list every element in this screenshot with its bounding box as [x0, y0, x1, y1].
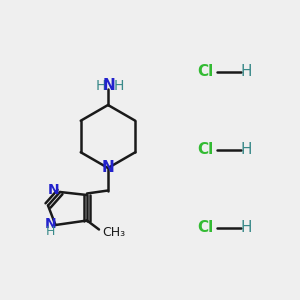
Text: N: N: [44, 217, 56, 230]
Text: N: N: [48, 184, 59, 197]
Text: H: H: [240, 64, 252, 80]
Text: H: H: [45, 225, 55, 238]
Text: Cl: Cl: [197, 220, 214, 236]
Text: H: H: [113, 79, 124, 92]
Text: Cl: Cl: [197, 142, 214, 158]
Text: Cl: Cl: [197, 64, 214, 80]
Text: CH₃: CH₃: [102, 226, 125, 239]
Text: H: H: [95, 79, 106, 92]
Text: H: H: [240, 220, 252, 236]
Text: N: N: [102, 160, 114, 175]
Text: N: N: [103, 78, 116, 93]
Text: H: H: [240, 142, 252, 158]
